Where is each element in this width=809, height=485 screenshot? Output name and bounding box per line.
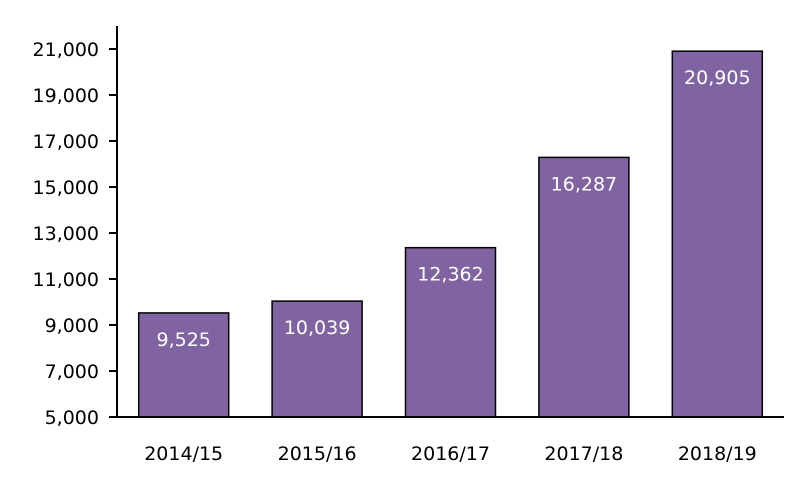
axes (116, 26, 784, 418)
y-tick-label: 19,000 (33, 85, 99, 107)
x-category-label: 2014/15 (144, 443, 223, 465)
y-tick-label: 13,000 (33, 223, 99, 245)
bar-value-label: 12,362 (417, 264, 483, 286)
y-axis-ticks: 5,000 7,000 9,000 11,000 13,000 15,000 17,000 1… (33, 39, 117, 429)
bar-value-label: 10,039 (284, 317, 350, 339)
y-tick-label: 17,000 (33, 131, 99, 153)
bar (538, 156, 630, 418)
y-tick-label: 21,000 (33, 39, 99, 61)
x-category-label: 2016/17 (411, 443, 490, 465)
x-category-label: 2018/19 (678, 443, 757, 465)
y-tick-label: 15,000 (33, 177, 99, 199)
bar-value-label: 16,287 (551, 173, 617, 195)
bar (671, 50, 764, 418)
y-tick-label: 5,000 (45, 407, 99, 429)
y-tick-label: 9,000 (45, 315, 99, 337)
x-category-label: 2017/18 (544, 443, 623, 465)
y-tick-label: 11,000 (33, 269, 99, 291)
x-category-label: 2015/16 (278, 443, 357, 465)
x-axis-labels: 2014/15 2015/16 2016/17 2017/18 2018/19 (144, 443, 757, 465)
bars: 9,525 10,039 12,362 16,287 20,905 (137, 50, 764, 418)
y-tick-label: 7,000 (45, 361, 99, 383)
bar-value-label: 9,525 (156, 329, 210, 351)
bar (137, 312, 230, 418)
bar-value-label: 20,905 (684, 67, 750, 89)
